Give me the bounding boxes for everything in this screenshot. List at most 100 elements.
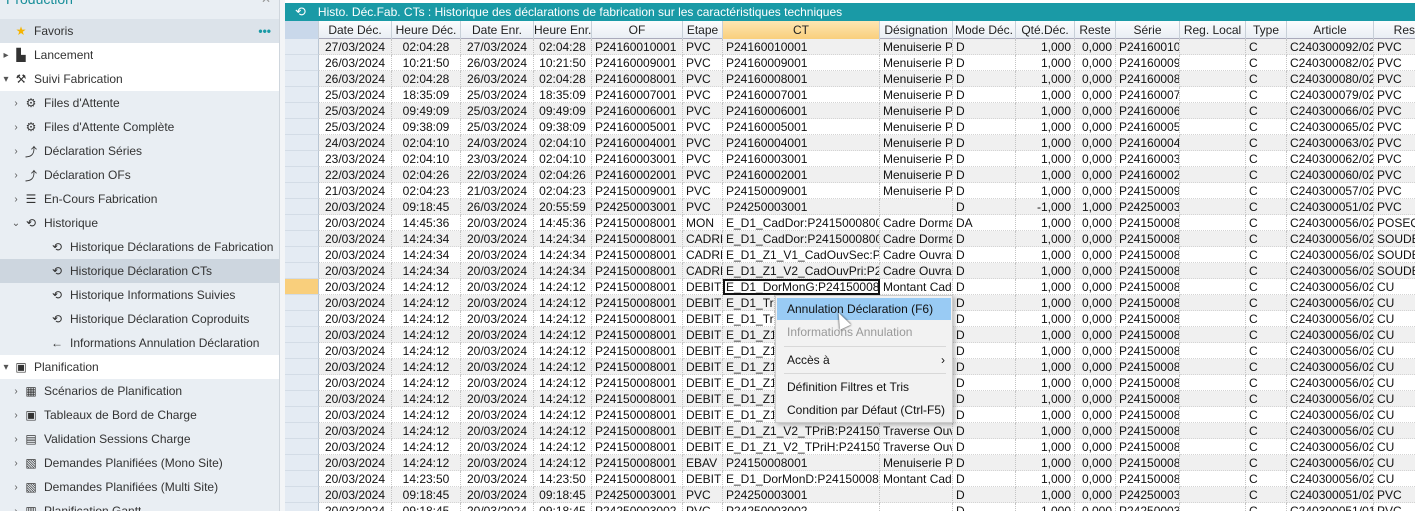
row-header[interactable] bbox=[285, 183, 319, 199]
grid-cell[interactable]: P24160009001 bbox=[723, 55, 880, 71]
grid-cell[interactable]: D bbox=[953, 375, 1016, 391]
grid-cell[interactable]: Menuiserie PVC bbox=[880, 135, 953, 151]
grid-cell[interactable]: P24250003001 bbox=[723, 199, 880, 215]
grid-cell[interactable]: PVC bbox=[1374, 167, 1415, 183]
grid-cell[interactable]: PVC bbox=[1374, 503, 1415, 511]
grid-cell[interactable]: P24150008001 bbox=[592, 375, 683, 391]
table-row[interactable]: 20/03/2024 14:24:12 20/03/2024 14:24:12 P241… bbox=[285, 407, 1415, 423]
table-row[interactable]: 20/03/2024 14:24:34 20/03/2024 14:24:34 P241… bbox=[285, 247, 1415, 263]
grid-cell[interactable]: P24150008001 bbox=[592, 311, 683, 327]
more-options-icon[interactable]: ••• bbox=[258, 24, 271, 38]
sidebar-item[interactable]: ⟲ Historique Informations Suivies bbox=[0, 283, 279, 307]
row-header[interactable] bbox=[285, 343, 319, 359]
grid-cell[interactable]: DEBIT bbox=[683, 295, 723, 311]
grid-cell[interactable]: C240300060/02 bbox=[1287, 167, 1374, 183]
grid-cell[interactable]: C bbox=[1246, 103, 1287, 119]
grid-cell[interactable]: C240300051/02 bbox=[1287, 487, 1374, 503]
expand-chevron-icon[interactable]: › bbox=[14, 385, 18, 397]
grid-cell[interactable]: 27/03/2024 bbox=[461, 39, 534, 55]
grid-cell[interactable]: 23/03/2024 bbox=[319, 151, 392, 167]
grid-cell[interactable]: Traverse Ouvrant bbox=[880, 439, 953, 455]
grid-cell[interactable]: C bbox=[1246, 343, 1287, 359]
grid-cell[interactable]: 14:24:12 bbox=[392, 343, 461, 359]
grid-cell[interactable]: 14:23:50 bbox=[392, 471, 461, 487]
grid-cell[interactable]: 20/03/2024 bbox=[461, 311, 534, 327]
grid-cell[interactable]: 0,000 bbox=[1075, 327, 1116, 343]
grid-cell[interactable]: E_D1_Z1_V2_TPriB:P24150008 bbox=[723, 423, 880, 439]
row-header[interactable] bbox=[285, 199, 319, 215]
grid-cell[interactable]: CU bbox=[1374, 407, 1415, 423]
grid-cell[interactable]: C bbox=[1246, 199, 1287, 215]
grid-cell[interactable]: 1,000 bbox=[1016, 487, 1075, 503]
grid-cell[interactable]: D bbox=[953, 407, 1016, 423]
grid-cell[interactable]: P24150008001 bbox=[592, 359, 683, 375]
grid-cell[interactable]: P24150008001 bbox=[592, 295, 683, 311]
grid-cell[interactable]: 27/03/2024 bbox=[319, 39, 392, 55]
grid-cell[interactable]: C bbox=[1246, 391, 1287, 407]
grid-cell[interactable]: C240300056/02 bbox=[1287, 375, 1374, 391]
grid-cell[interactable]: 20/03/2024 bbox=[461, 231, 534, 247]
grid-cell[interactable]: 14:24:12 bbox=[392, 407, 461, 423]
grid-cell[interactable]: 0,000 bbox=[1075, 311, 1116, 327]
grid-cell[interactable]: D bbox=[953, 87, 1016, 103]
table-row[interactable]: 25/03/2024 09:38:09 25/03/2024 09:38:09 P241… bbox=[285, 119, 1415, 135]
grid-cell[interactable]: 24/03/2024 bbox=[319, 135, 392, 151]
grid-cell[interactable]: 20/03/2024 bbox=[461, 215, 534, 231]
grid-cell[interactable]: C240300056/02 bbox=[1287, 391, 1374, 407]
grid-cell[interactable]: PVC bbox=[683, 503, 723, 511]
grid-cell[interactable]: 20/03/2024 bbox=[319, 471, 392, 487]
grid-cell[interactable]: 20/03/2024 bbox=[319, 279, 392, 295]
grid-cell[interactable]: 25/03/2024 bbox=[461, 103, 534, 119]
table-row[interactable]: 20/03/2024 14:24:12 20/03/2024 14:24:12 P241… bbox=[285, 375, 1415, 391]
column-header[interactable]: Mode Déc. bbox=[953, 21, 1016, 39]
grid-cell[interactable]: C bbox=[1246, 263, 1287, 279]
grid-cell[interactable]: 14:24:34 bbox=[534, 231, 592, 247]
grid-cell[interactable]: 20/03/2024 bbox=[461, 455, 534, 471]
column-header[interactable]: Reste bbox=[1075, 21, 1116, 39]
context-menu-item[interactable]: Informations Annulation bbox=[777, 321, 951, 343]
grid-cell[interactable]: PVC bbox=[683, 183, 723, 199]
grid-cell[interactable]: DEBIT bbox=[683, 423, 723, 439]
grid-cell[interactable]: CU bbox=[1374, 439, 1415, 455]
grid-cell[interactable]: 14:24:34 bbox=[534, 247, 592, 263]
grid-cell[interactable]: C bbox=[1246, 71, 1287, 87]
column-header[interactable]: Heure Enr. bbox=[534, 21, 592, 39]
grid-cell[interactable]: P24150009 bbox=[1116, 183, 1180, 199]
grid-cell[interactable]: E_D1_Z1_V2_ bbox=[723, 407, 775, 423]
grid-cell[interactable]: DEBIT bbox=[683, 375, 723, 391]
grid-cell[interactable]: C240300092/02 bbox=[1287, 39, 1374, 55]
grid-cell[interactable]: 14:24:34 bbox=[392, 247, 461, 263]
grid-cell[interactable]: 02:04:10 bbox=[392, 151, 461, 167]
grid-cell[interactable]: 14:24:12 bbox=[534, 439, 592, 455]
grid-cell[interactable]: 02:04:10 bbox=[534, 135, 592, 151]
grid-cell[interactable]: 14:45:36 bbox=[392, 215, 461, 231]
grid-cell[interactable] bbox=[1180, 375, 1246, 391]
grid-cell[interactable]: 14:24:12 bbox=[534, 407, 592, 423]
grid-cell[interactable]: P24160006 bbox=[1116, 103, 1180, 119]
grid-cell[interactable]: PVC bbox=[1374, 119, 1415, 135]
grid-cell[interactable]: 26/03/2024 bbox=[461, 199, 534, 215]
grid-cell[interactable]: P24150008 bbox=[1116, 231, 1180, 247]
grid-cell[interactable]: C240300051/02 bbox=[1287, 199, 1374, 215]
grid-cell[interactable]: C bbox=[1246, 407, 1287, 423]
grid-cell[interactable]: D bbox=[953, 183, 1016, 199]
grid-cell[interactable]: D bbox=[953, 103, 1016, 119]
grid-cell[interactable]: C bbox=[1246, 151, 1287, 167]
grid-cell[interactable]: 0,000 bbox=[1075, 343, 1116, 359]
grid-cell[interactable]: PVC bbox=[1374, 55, 1415, 71]
grid-cell[interactable]: P24250003 bbox=[1116, 199, 1180, 215]
row-header[interactable] bbox=[285, 391, 319, 407]
grid-cell[interactable]: C bbox=[1246, 359, 1287, 375]
grid-cell[interactable]: PVC bbox=[683, 87, 723, 103]
context-menu-item[interactable]: Définition Filtres et Tris bbox=[777, 376, 951, 398]
grid-cell[interactable]: 25/03/2024 bbox=[319, 87, 392, 103]
grid-cell[interactable]: D bbox=[953, 423, 1016, 439]
sidebar-item[interactable]: › ▤ Validation Sessions Charge bbox=[0, 427, 279, 451]
sidebar-item[interactable]: ▾ ⚒ Suivi Fabrication bbox=[0, 67, 279, 91]
grid-cell[interactable]: D bbox=[953, 439, 1016, 455]
grid-cell[interactable]: 1,000 bbox=[1016, 55, 1075, 71]
grid-cell[interactable]: CU bbox=[1374, 391, 1415, 407]
grid-cell[interactable]: P24160005001 bbox=[592, 119, 683, 135]
table-row[interactable]: 22/03/2024 02:04:26 22/03/2024 02:04:26 P241… bbox=[285, 167, 1415, 183]
table-row[interactable]: 26/03/2024 02:04:28 26/03/2024 02:04:28 P241… bbox=[285, 71, 1415, 87]
